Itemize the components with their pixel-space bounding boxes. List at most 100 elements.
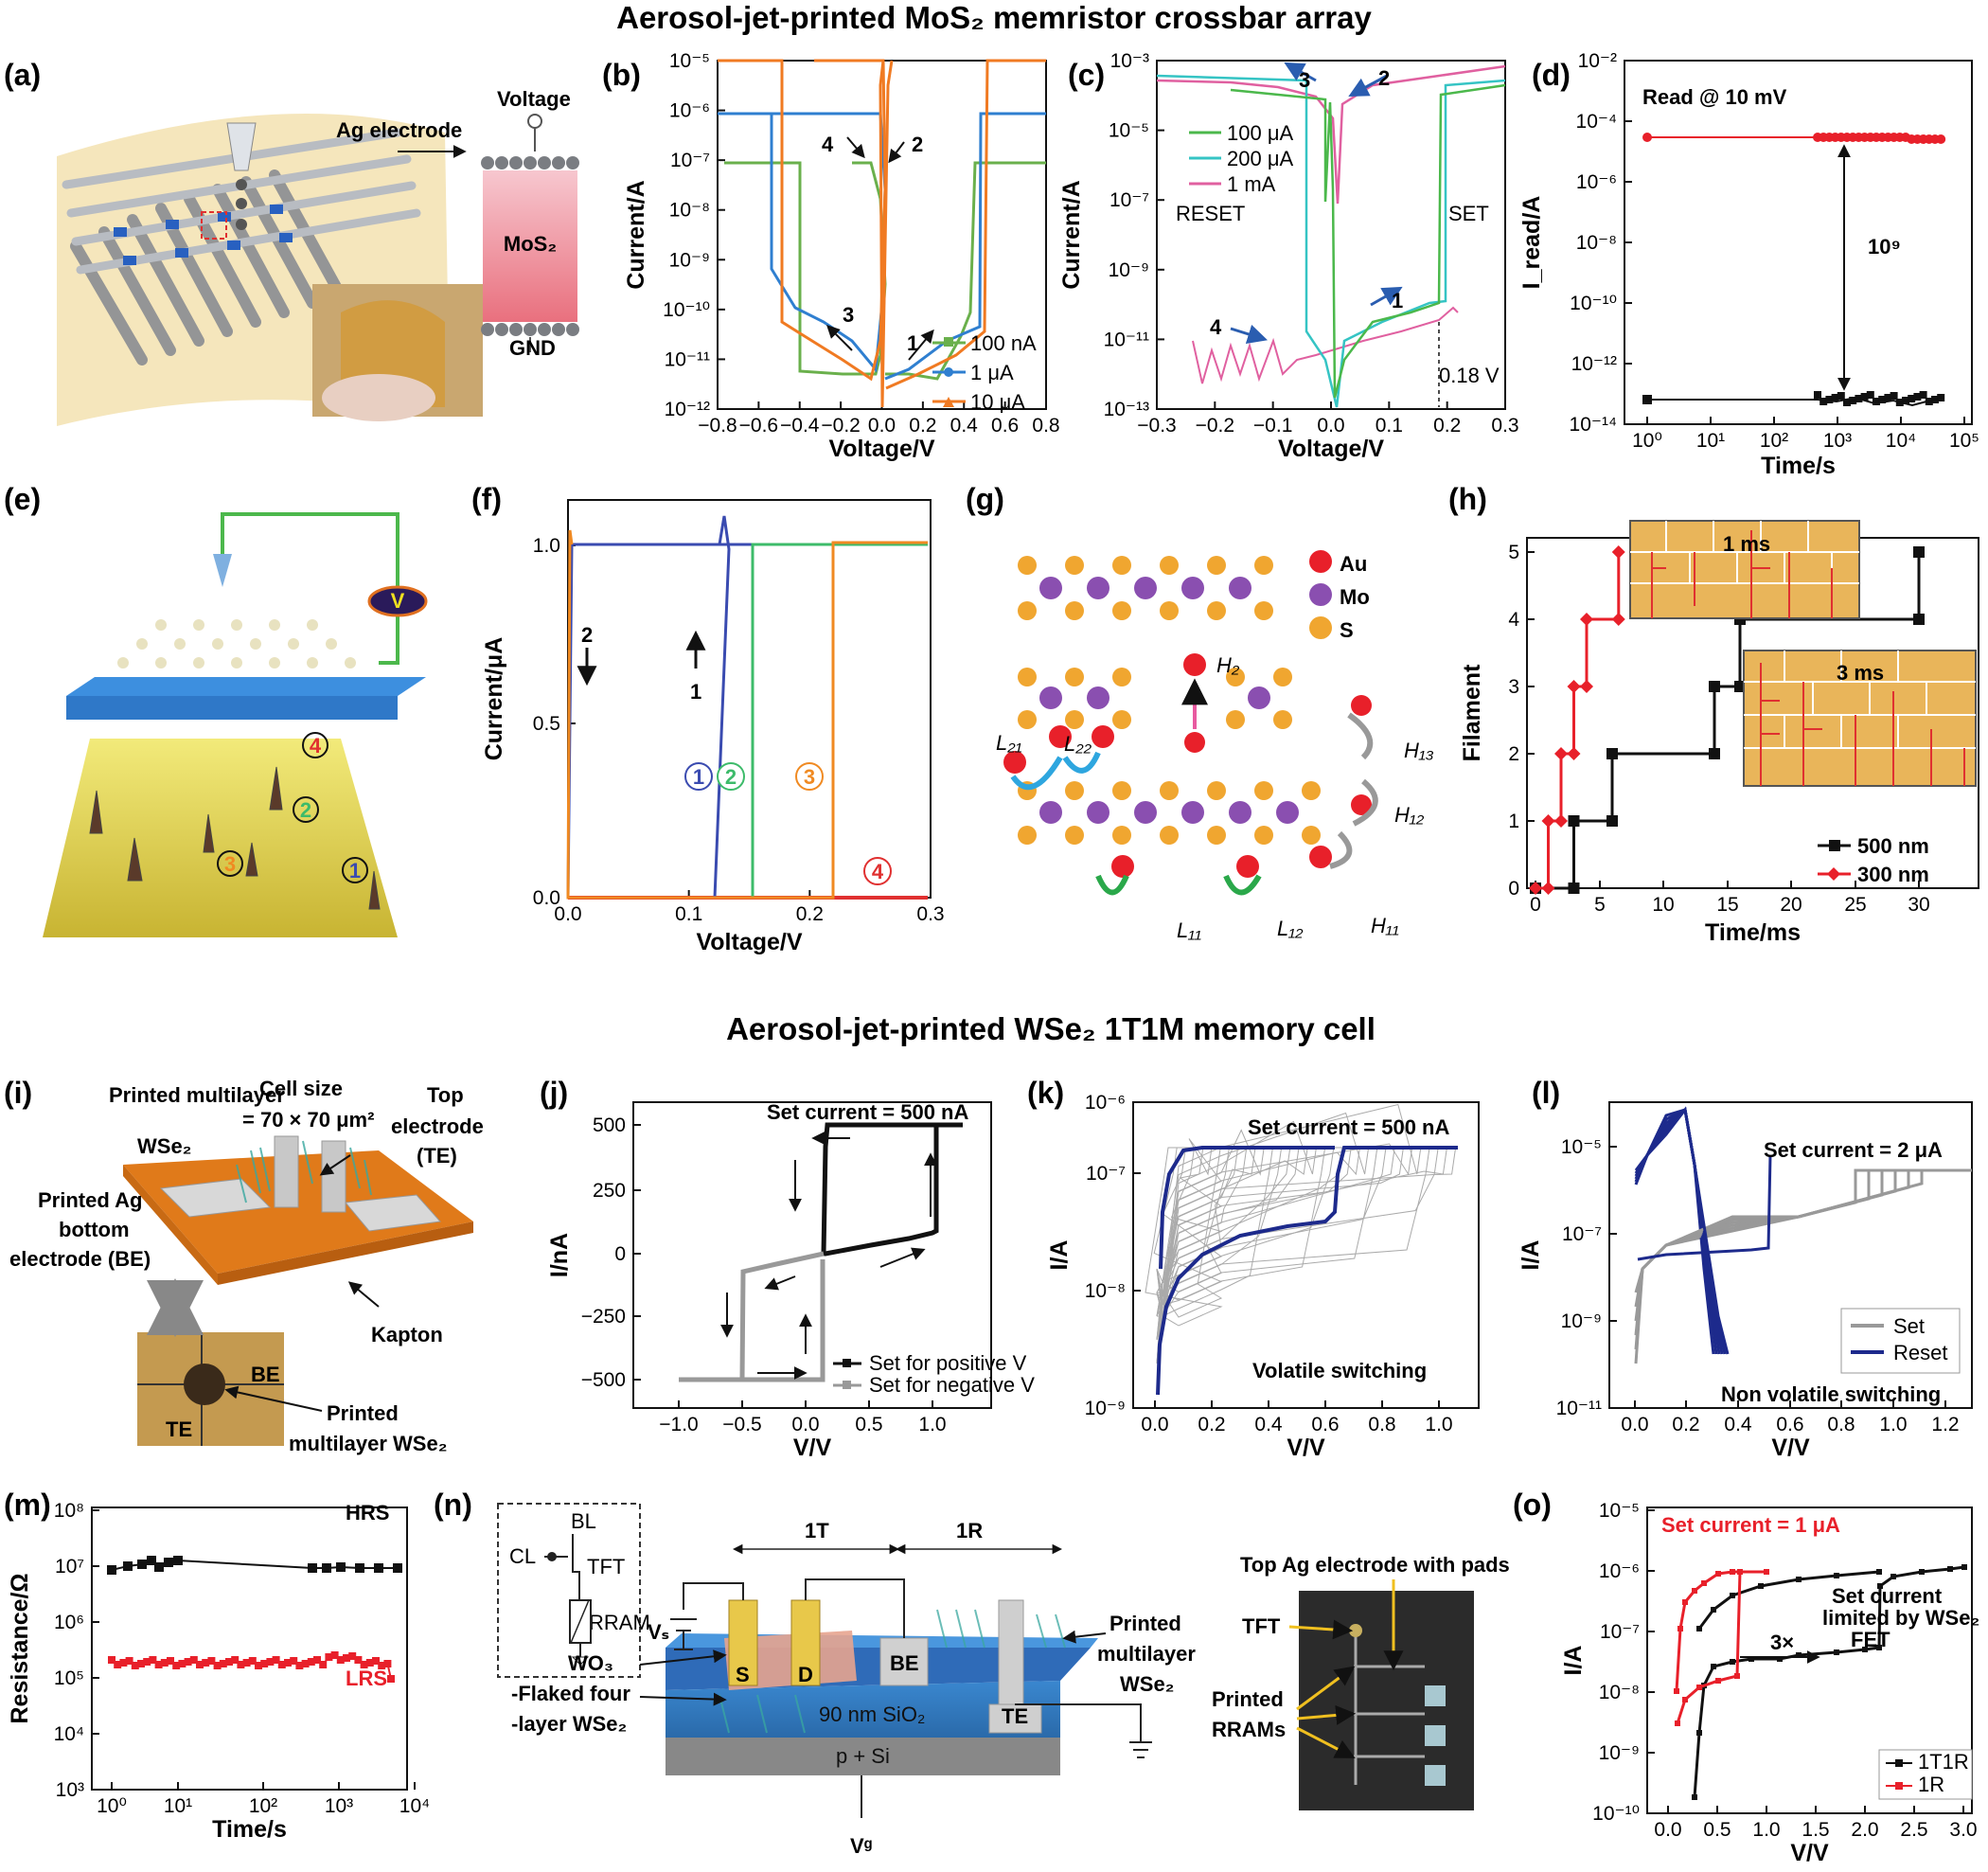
chart-o-marks: Set current = 1 μA Set current limited b…: [1661, 1513, 1979, 1800]
y-tick-label: −250: [581, 1306, 626, 1328]
svg-text:1T1R: 1T1R: [1918, 1750, 1969, 1774]
y-tick-label: 10⁻¹³: [1104, 399, 1149, 420]
x-tick-label: 0.8: [1368, 1414, 1395, 1435]
x-tick-label: −0.6: [739, 415, 778, 437]
svg-text:Mo: Mo: [1340, 585, 1370, 609]
m-lrs-point: [266, 1658, 275, 1666]
o-point: [1711, 1664, 1716, 1669]
x-tick-label: 0.4: [1254, 1414, 1283, 1435]
k-cycle: [1145, 1147, 1458, 1364]
i-electrode: electrode: [391, 1114, 484, 1138]
h-point-500nm: [1606, 815, 1618, 827]
x-tick-label: 5: [1594, 894, 1606, 916]
y-tick-label: 10⁻⁷: [670, 150, 710, 171]
m-lrs-point: [301, 1660, 310, 1667]
n-vg: Vᵍ: [850, 1834, 873, 1858]
n-tft: TFT: [587, 1555, 625, 1578]
x-tick-label: 0.1: [675, 903, 702, 925]
n-multilayer: multilayer: [1097, 1642, 1196, 1666]
o-set-current: Set current: [1832, 1584, 1943, 1608]
k-cycle: [1156, 1147, 1458, 1341]
m-hrs-point: [137, 1560, 147, 1569]
c-set-label: SET: [1448, 202, 1489, 225]
x-tick-label: 0.6: [991, 415, 1019, 437]
chart-l-marks: Set current = 2 μA Non volatile switchin…: [1634, 1106, 1972, 1406]
svg-text:Set for positive V: Set for positive V: [869, 1351, 1027, 1375]
m-lrs-point: [354, 1656, 363, 1664]
series-c-1mA-off: [1192, 306, 1459, 384]
x-tick-label: 0.2: [1672, 1414, 1699, 1435]
m-lrs-point: [277, 1661, 286, 1668]
x-tick-label: 1.0: [1752, 1819, 1780, 1841]
o-point: [1701, 1580, 1707, 1586]
o-point: [1834, 1649, 1839, 1655]
h-point-500nm: [1568, 815, 1580, 827]
chart-d-marks: Read @ 10 mV 10⁹: [1642, 85, 1946, 407]
c-voltage-label: 0.18 V: [1439, 364, 1500, 387]
x-tick-label: 3.0: [1949, 1819, 1977, 1841]
d-off-point: [1895, 399, 1904, 406]
h-point-500nm: [1709, 681, 1720, 692]
k-cycle: [1156, 1147, 1458, 1307]
n-wse2: WSe₂: [1120, 1672, 1174, 1696]
d-on-point: [1936, 134, 1946, 144]
y-tick-label: 10⁻¹¹: [1556, 1398, 1602, 1419]
h-inset-1ms: 1 ms: [1629, 520, 1860, 619]
o-point: [1961, 1564, 1967, 1570]
m-lrs-point: [231, 1656, 240, 1664]
series-c-100uA: [1230, 83, 1506, 399]
k-cycle: [1156, 1147, 1458, 1364]
title-bottom: Aerosol-jet-printed WSe₂ 1T1M memory cel…: [726, 1011, 1376, 1046]
series-m-lrs: [108, 1651, 395, 1683]
y-tick-label: 10⁻⁶: [669, 100, 710, 122]
d-off-point: [1925, 398, 1933, 405]
o-limited: limited by WSe₂: [1822, 1606, 1979, 1630]
x-tick-label: 0.2: [796, 903, 824, 925]
series-b-10uA-set: [885, 59, 1046, 390]
chart-j-axes: −1.0 −0.5 0.0 0.5 1.0 −500 −250 0 250 500 V/V I/nA: [546, 1101, 992, 1461]
d-off-point: [1819, 398, 1828, 405]
x-tick-label: −0.4: [780, 415, 820, 437]
m-lrs-label: LRS: [346, 1667, 387, 1690]
panel-label-j: (j): [540, 1076, 568, 1110]
o-point: [1715, 1678, 1721, 1684]
y-tick-label: 10⁻⁴: [1576, 111, 1617, 133]
x-tick-label: 0.8: [1827, 1414, 1855, 1435]
o-point: [1711, 1607, 1716, 1613]
m-lrs-point: [343, 1654, 350, 1662]
x-tick-label: 10²: [1760, 430, 1788, 452]
o-set-1ua: Set current = 1 μA: [1661, 1513, 1840, 1537]
series-b-10uA-dip: [879, 60, 894, 408]
svg-text:1 mA: 1 mA: [1227, 172, 1276, 196]
k-cycle: [1156, 1147, 1458, 1295]
x-tick-label: 25: [1844, 894, 1866, 916]
site-marker-3: 3: [217, 850, 243, 877]
o-point: [1674, 1688, 1679, 1694]
svg-text:100 nA: 100 nA: [970, 331, 1037, 355]
plot-frame: [1624, 60, 1973, 425]
x-axis-label: Time/s: [212, 1816, 287, 1843]
plot-frame: [1646, 1507, 1973, 1814]
x-tick-label: 0.5: [855, 1414, 882, 1435]
m-lrs-point: [290, 1657, 298, 1665]
k-cycle: [1156, 1147, 1458, 1364]
x-tick-label: −0.2: [1196, 415, 1234, 437]
m-lrs-point: [372, 1657, 380, 1665]
f-marker-1: 1: [684, 762, 713, 791]
n-be: BE: [890, 1651, 919, 1675]
m-hrs-point: [123, 1561, 133, 1571]
x-tick-label: 0.0: [1654, 1819, 1681, 1841]
x-tick-label: 0: [1530, 894, 1541, 916]
x-tick-label: 0.8: [1032, 415, 1059, 437]
n-psi: p + Si: [836, 1744, 890, 1768]
chart-h-axes: 0 5 10 15 20 25 30 0 1 2 3 4 5 Time/ms Filament: [1459, 537, 1979, 946]
n-printed-rrams-2: RRAMs: [1212, 1718, 1286, 1741]
panel-label-l: (l): [1532, 1076, 1560, 1110]
x-tick-label: 0.4: [950, 415, 979, 437]
d-off-points: [1642, 391, 1945, 406]
m-hrs-point: [355, 1563, 364, 1573]
o-point: [1682, 1599, 1688, 1605]
series-b-100nA: [724, 161, 887, 376]
l12-label: L₁₂: [1277, 917, 1304, 940]
d-off-point: [1873, 398, 1880, 405]
